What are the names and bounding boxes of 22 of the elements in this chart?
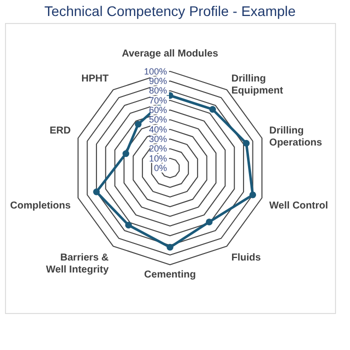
spoke-label: Barriers & Well Integrity <box>46 252 110 276</box>
y-tick-label: 10% <box>148 153 167 164</box>
spoke-label: Average all Modules <box>122 48 219 60</box>
y-tick-label: 50% <box>148 114 167 125</box>
spoke-label: ERD <box>50 126 71 137</box>
y-tick-label: 100% <box>144 66 167 76</box>
y-tick-label: 20% <box>148 144 167 154</box>
spoke-label: Well Control <box>269 200 328 212</box>
spoke-label: Cementing <box>144 270 196 280</box>
spoke-label: Drilling Equipment <box>231 74 284 97</box>
y-tick-label: 70% <box>148 95 167 106</box>
y-tick-label: 80% <box>148 86 167 96</box>
y-tick-label: 30% <box>148 134 167 144</box>
y-tick-label: 0% <box>154 163 167 173</box>
y-tick-label: 90% <box>148 76 167 86</box>
spoke-label: HPHT <box>81 74 109 85</box>
y-tick-label: 60% <box>148 105 167 115</box>
chart-title: Technical Competency Profile - Example <box>44 3 296 19</box>
spoke-label: Fluids <box>231 252 262 264</box>
spoke-label: Completions <box>10 200 72 212</box>
y-tick-label: 40% <box>148 124 167 134</box>
spoke-label: Drilling Operations <box>269 126 323 149</box>
